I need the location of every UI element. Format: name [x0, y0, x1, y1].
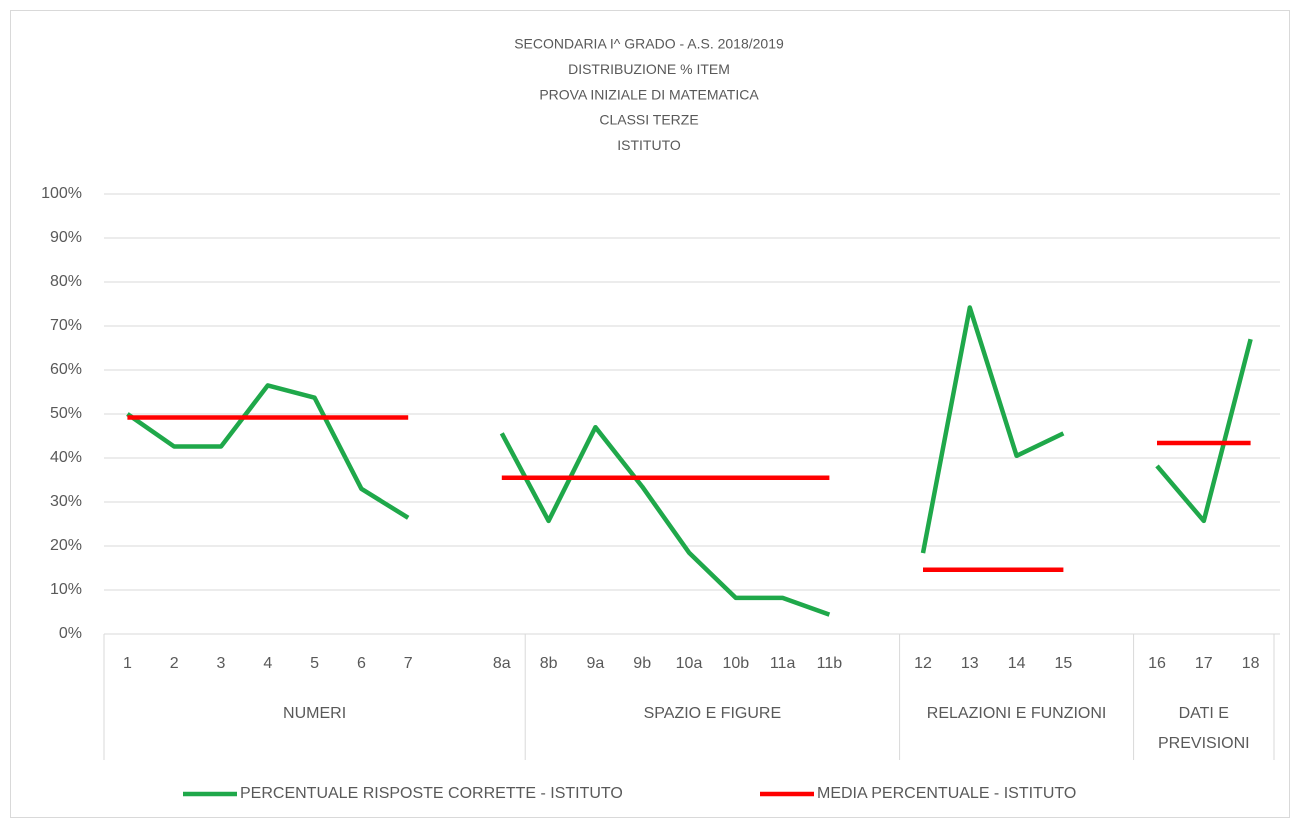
y-tick-label: 100%: [41, 185, 82, 202]
group-label: DATI E PREVISIONI: [1158, 705, 1250, 752]
x-tick-label: 5: [310, 655, 319, 672]
group-label: RELAZIONI E FUNZIONI: [926, 705, 1107, 722]
y-tick-label: 70%: [50, 317, 82, 334]
series-line: [126, 383, 410, 520]
chart-title: DISTRIBUZIONE % ITEM: [568, 61, 730, 77]
x-tick-label: 8b: [540, 655, 558, 672]
x-tick-label: 13: [961, 655, 979, 672]
x-tick-label: 1: [123, 655, 132, 672]
x-tick-label: 11a: [770, 655, 796, 672]
x-tick-label: 15: [1055, 655, 1073, 672]
x-tick-label: 2: [170, 655, 179, 672]
x-tick-label: 14: [1008, 655, 1026, 672]
y-tick-label: 90%: [50, 229, 82, 246]
chart-title: SECONDARIA I^ GRADO - A.S. 2018/2019: [514, 36, 784, 52]
legend-label: PERCENTUALE RISPOSTE CORRETTE - ISTITUTO: [240, 785, 623, 802]
y-tick-label: 30%: [50, 493, 82, 510]
y-tick-label: 40%: [50, 449, 82, 466]
x-tick-label: 8a: [493, 655, 511, 672]
series-line: [499, 424, 831, 617]
x-tick-label: 6: [357, 655, 366, 672]
y-tick-label: 20%: [50, 537, 82, 554]
chart-title: PROVA INIZIALE DI MATEMATICA: [539, 86, 759, 102]
series-line: [1155, 338, 1253, 524]
x-tick-label: 7: [404, 655, 413, 672]
x-tick-label: 9a: [587, 655, 605, 672]
x-tick-label: 3: [217, 655, 226, 672]
chart-title: CLASSI TERZE: [599, 112, 698, 128]
y-tick-label: 80%: [50, 273, 82, 290]
legend-label: MEDIA PERCENTUALE - ISTITUTO: [817, 785, 1076, 802]
group-label: NUMERI: [283, 705, 347, 722]
x-tick-label: 11b: [817, 655, 843, 672]
x-tick-label: 17: [1195, 655, 1213, 672]
x-tick-label: 18: [1242, 655, 1260, 672]
series-line: [920, 305, 1065, 554]
x-tick-label: 16: [1148, 655, 1166, 672]
x-tick-label: 9b: [633, 655, 651, 672]
y-tick-label: 0%: [59, 625, 82, 642]
x-tick-label: 10a: [676, 655, 703, 672]
y-tick-label: 10%: [50, 581, 82, 598]
y-tick-label: 60%: [50, 361, 82, 378]
x-tick-label: 12: [914, 655, 932, 672]
chart-title: ISTITUTO: [617, 137, 681, 153]
x-tick-label: 10b: [722, 655, 749, 672]
x-tick-label: 4: [263, 655, 272, 672]
group-label: SPAZIO E FIGURE: [643, 705, 782, 722]
y-tick-label: 50%: [50, 405, 82, 422]
